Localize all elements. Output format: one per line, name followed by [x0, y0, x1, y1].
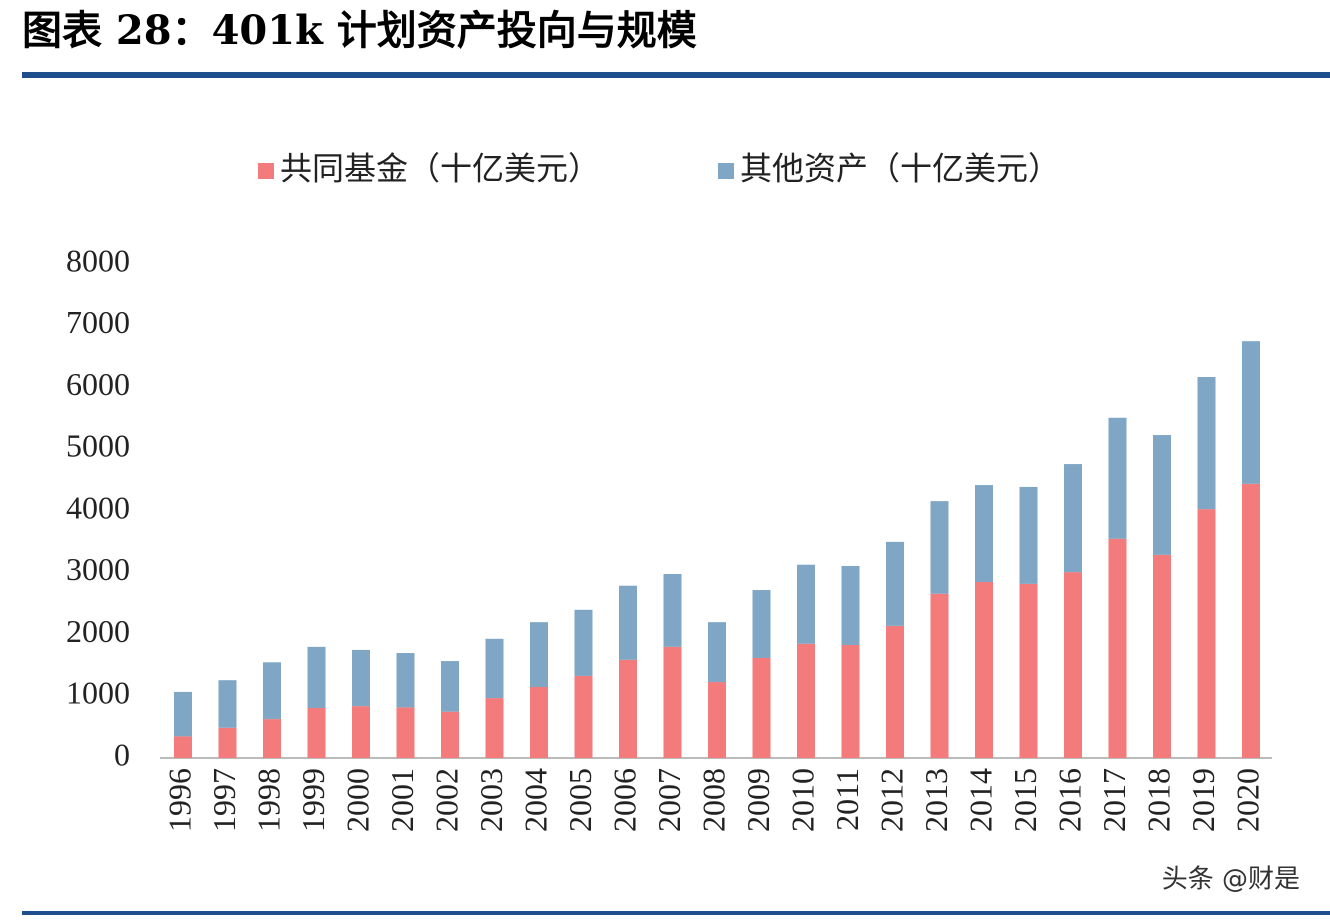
bar-segment [1153, 435, 1171, 555]
legend-swatch [258, 163, 274, 179]
bar-segment [307, 646, 326, 708]
chart-title: 图表 28：401k 计划资产投向与规模 [22, 7, 697, 54]
bar-segment [218, 727, 237, 758]
legend-label: 共同基金（十亿美元） [280, 150, 600, 186]
bar-segment [174, 736, 192, 758]
bar-segment [663, 573, 682, 647]
x-tick-label: 1996 [161, 768, 197, 832]
x-tick-label: 1997 [206, 768, 242, 832]
bar-segment [263, 719, 281, 758]
bar-segment [396, 707, 415, 758]
x-tick-label: 2001 [384, 768, 420, 832]
bar-segment [218, 680, 237, 728]
bar-segment [752, 590, 771, 658]
bar-segment [930, 501, 949, 594]
bar-segment [1019, 486, 1038, 584]
bar-segment [619, 659, 637, 758]
bar-segment [886, 625, 904, 758]
bar-segment [1242, 483, 1260, 758]
bar-segment [797, 643, 815, 758]
x-tick-label: 2014 [962, 768, 998, 832]
x-tick-label: 2006 [606, 768, 642, 832]
y-tick-label: 6000 [66, 366, 130, 402]
bar-segment [708, 682, 726, 758]
bar-segment [975, 485, 993, 583]
bar-segment [841, 565, 860, 645]
x-tick-label: 2012 [873, 768, 909, 832]
bar-segment [1153, 554, 1171, 758]
bar-segment [975, 582, 993, 758]
bar-segment [174, 691, 192, 737]
bar-segment [886, 541, 904, 626]
bar-segment [619, 585, 637, 660]
x-tick-label: 2008 [695, 768, 731, 832]
y-tick-label: 1000 [66, 675, 130, 711]
bar-segment [663, 646, 682, 758]
bar-segment [574, 675, 593, 758]
bar-segment [930, 593, 949, 758]
x-tick-label: 2010 [784, 768, 820, 832]
bottom-rule [22, 911, 1330, 915]
bar-segment [797, 564, 815, 644]
bar-segment [1108, 538, 1127, 758]
bar-segment [574, 609, 593, 676]
bar-segment [1197, 509, 1216, 758]
legend-swatch [718, 163, 734, 179]
bar-segment [708, 622, 726, 683]
bar-segment [485, 698, 504, 758]
x-tick-label: 2018 [1140, 768, 1176, 832]
x-tick-label: 1998 [250, 768, 286, 832]
x-tick-label: 2020 [1229, 768, 1265, 832]
x-tick-label: 2011 [829, 768, 865, 831]
x-tick-label: 2013 [918, 768, 954, 832]
bar-segment [352, 706, 370, 758]
x-tick-label: 2016 [1051, 768, 1087, 832]
y-tick-label: 4000 [66, 489, 130, 525]
bar-segment [352, 649, 370, 707]
x-tick-label: 2009 [740, 768, 776, 832]
bar-segment [396, 653, 415, 708]
bar-segment [263, 662, 281, 720]
bar-segment [752, 657, 771, 758]
x-tick-label: 2002 [428, 768, 464, 832]
bar-segment [530, 686, 548, 758]
y-tick-label: 7000 [66, 304, 130, 340]
x-tick-label: 2017 [1096, 768, 1132, 832]
y-tick-label: 2000 [66, 613, 130, 649]
bar-segment [1242, 341, 1260, 484]
x-tick-label: 2007 [651, 768, 687, 832]
watermark: 头条 @财是 [1162, 865, 1300, 895]
bar-segment [1064, 464, 1082, 573]
bar-segment [530, 622, 548, 687]
bar-segment [841, 644, 860, 758]
title-rule [22, 72, 1330, 78]
x-tick-label: 2005 [562, 768, 598, 832]
x-tick-label: 2004 [517, 768, 553, 832]
x-tick-label: 2019 [1185, 768, 1221, 832]
x-tick-label: 2015 [1007, 768, 1043, 832]
bar-segment [485, 638, 504, 699]
legend-label: 其他资产（十亿美元） [740, 150, 1060, 186]
x-tick-label: 2000 [339, 768, 375, 832]
bar-segment [307, 707, 326, 758]
y-tick-label: 0 [114, 736, 130, 772]
y-tick-label: 3000 [66, 551, 130, 587]
bar-segment [441, 711, 459, 758]
bar-segment [1064, 572, 1082, 758]
bar-segment [1197, 377, 1216, 510]
bar-segment [1108, 417, 1127, 539]
y-tick-label: 5000 [66, 428, 130, 464]
x-tick-label: 1999 [295, 768, 331, 832]
x-tick-label: 2003 [473, 768, 509, 832]
y-tick-label: 8000 [66, 242, 130, 278]
bar-segment [441, 661, 459, 712]
bar-segment [1019, 583, 1038, 758]
